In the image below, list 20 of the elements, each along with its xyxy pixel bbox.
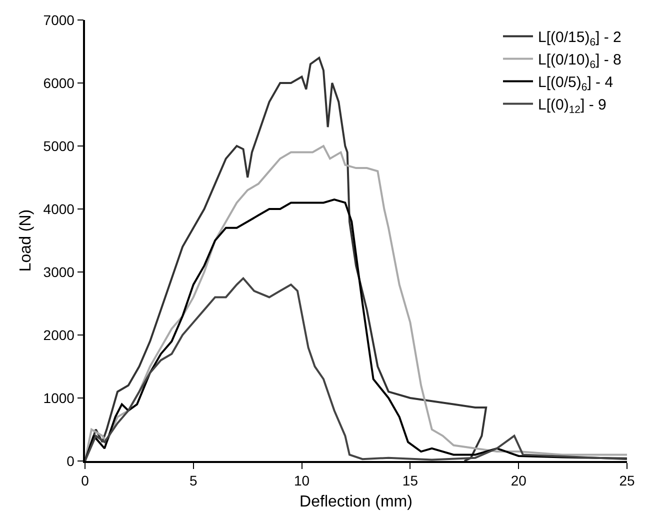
y-tick-label: 4000 xyxy=(43,200,75,217)
x-tick-label: 5 xyxy=(190,472,198,489)
y-tick-label: 6000 xyxy=(43,74,75,91)
x-tick-label: 20 xyxy=(510,472,527,489)
legend-label: L[(0/10)$_{6}$] - 8 xyxy=(538,52,622,71)
y-tick-label: 2000 xyxy=(43,326,75,343)
y-axis-title: Load (N) xyxy=(18,209,35,272)
x-tick-label: 10 xyxy=(294,472,310,489)
x-axis-title: Deflection (mm) xyxy=(300,494,412,511)
legend-label: L[(0/5)$_{6}$] - 4 xyxy=(538,74,614,94)
y-tick-label: 7000 xyxy=(43,12,75,28)
y-tick-label: 5000 xyxy=(43,138,75,154)
legend-label: L[(0/15)$_{6}$] - 2 xyxy=(538,29,622,48)
y-tick-label: 3000 xyxy=(43,264,75,280)
y-tick-label: 1000 xyxy=(43,390,75,406)
x-tick-label: 15 xyxy=(402,472,418,489)
x-tick-label: 25 xyxy=(619,472,635,489)
y-tick-label: 0 xyxy=(66,452,75,469)
x-tick-label: 0 xyxy=(81,472,90,489)
legend-label: L[(0)$_{12}$] - 9 xyxy=(538,96,606,116)
